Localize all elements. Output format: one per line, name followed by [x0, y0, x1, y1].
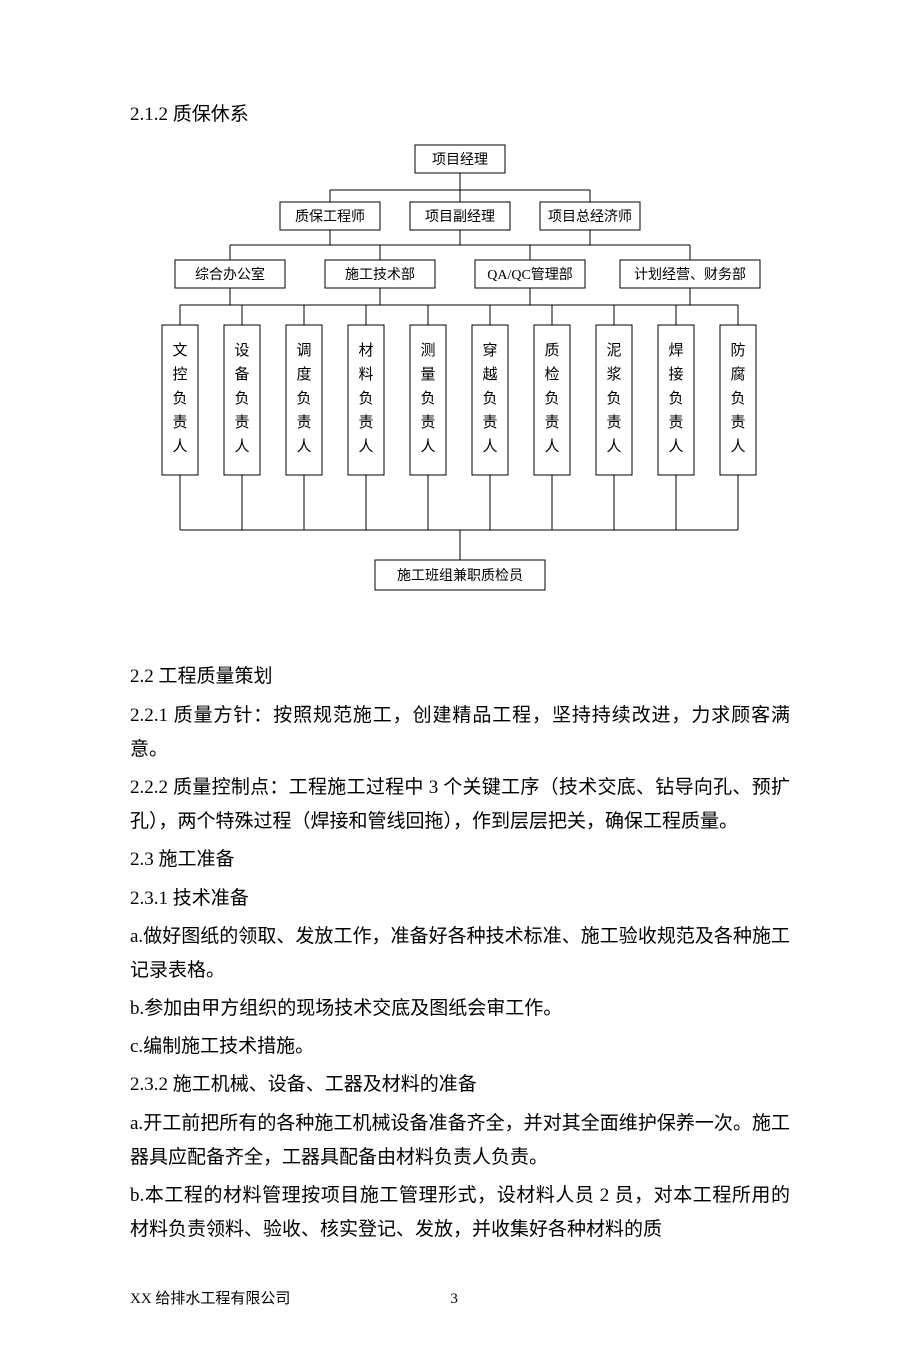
svg-text:焊接负责人: 焊接负责人: [668, 342, 683, 455]
footer: XX 给排水工程有限公司 3: [130, 1287, 790, 1311]
p-232a: a.开工前把所有的各种施工机械设备准备齐全，并对其全面维护保养一次。施工器具应配…: [130, 1107, 790, 1175]
svg-text:文控负责人: 文控负责人: [172, 342, 187, 455]
label-bottom: 施工班组兼职质检员: [397, 568, 523, 584]
svg-text:设备负责人: 设备负责人: [234, 342, 249, 455]
svg-text:质检负责人: 质检负责人: [544, 342, 559, 455]
svg-text:调度负责人: 调度负责人: [296, 342, 311, 455]
svg-text:泥浆负责人: 泥浆负责人: [606, 342, 621, 455]
section-heading: 2.1.2 质保休系: [130, 100, 790, 130]
label-top: 项目经理: [432, 152, 488, 168]
p-231b: b.参加由甲方组织的现场技术交底及图纸会审工作。: [130, 992, 790, 1026]
label-l3-1: 施工技术部: [345, 267, 415, 283]
label-l2-2: 项目总经济师: [548, 209, 632, 225]
p-231a: a.做好图纸的领取、发放工作，准备好各种技术标准、施工验收规范及各种施工记录表格…: [130, 920, 790, 988]
org-chart: 项目经理 质保工程师 项目副经理 项目总经济师 综合办公室 施工技术部 QA/Q…: [130, 140, 790, 630]
p-23: 2.3 施工准备: [130, 843, 790, 877]
label-l3-0: 综合办公室: [195, 266, 265, 283]
svg-text:材料负责人: 材料负责人: [358, 342, 373, 455]
l4-group: [162, 325, 756, 475]
p-232: 2.3.2 施工机械、设备、工器及材料的准备: [130, 1068, 790, 1102]
svg-text:测量负责人: 测量负责人: [420, 342, 435, 455]
p-221: 2.2.1 质量方针：按照规范施工，创建精品工程，坚持持续改进，力求顾客满意。: [130, 699, 790, 767]
label-l3-3: 计划经营、财务部: [634, 267, 746, 283]
footer-page: 3: [450, 1287, 458, 1311]
footer-company: XX 给排水工程有限公司: [130, 1287, 290, 1311]
svg-text:穿越负责人: 穿越负责人: [482, 342, 497, 455]
p-232b: b.本工程的材料管理按项目施工管理形式，设材料人员 2 员，对本工程所用的材料负…: [130, 1179, 790, 1247]
body-text: 2.2 工程质量策划 2.2.1 质量方针：按照规范施工，创建精品工程，坚持持续…: [130, 660, 790, 1247]
label-l2-1: 项目副经理: [425, 209, 495, 225]
p-231: 2.3.1 技术准备: [130, 882, 790, 916]
p-22: 2.2 工程质量策划: [130, 660, 790, 694]
label-l3-2: QA/QC管理部: [487, 267, 573, 283]
label-l2-0: 质保工程师: [295, 209, 365, 225]
svg-text:防腐负责人: 防腐负责人: [730, 342, 745, 455]
p-222: 2.2.2 质量控制点：工程施工过程中 3 个关键工序（技术交底、钻导向孔、预扩…: [130, 771, 790, 839]
p-231c: c.编制施工技术措施。: [130, 1030, 790, 1064]
